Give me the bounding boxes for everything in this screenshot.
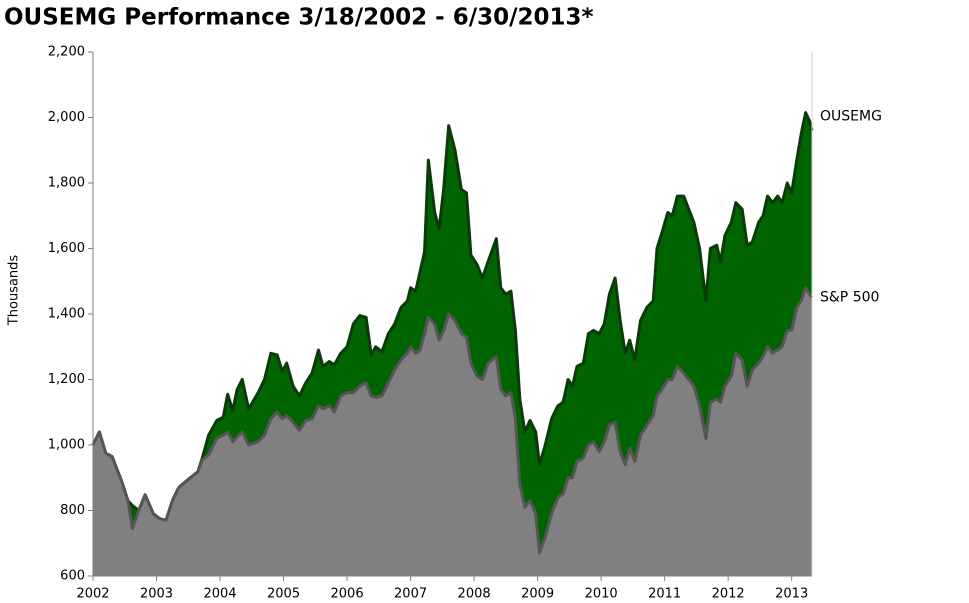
y-tick-label: 2,000 (48, 110, 85, 125)
y-tick-label: 1,200 (48, 372, 85, 387)
y-tick-label: 1,600 (48, 241, 85, 256)
x-tick-label: 2002 (76, 587, 109, 602)
x-tick-label: 2008 (458, 587, 491, 602)
y-tick-label: 1,000 (48, 438, 85, 453)
x-tick-label: 2010 (585, 587, 618, 602)
y-tick-label: 2,200 (48, 45, 85, 60)
y-axis-label: Thousands (7, 255, 22, 327)
x-tick-label: 2011 (648, 587, 681, 602)
area-outline (91, 111, 814, 522)
x-tick-label: 2009 (521, 587, 554, 602)
x-tick-label: 2005 (267, 587, 300, 602)
area-outline (91, 286, 814, 555)
series-label: S&P 500 (820, 290, 879, 306)
y-tick-label: 600 (60, 569, 85, 584)
x-tick-label: 2003 (140, 587, 173, 602)
x-tick-label: 2007 (394, 587, 427, 602)
y-tick-label: 1,800 (48, 176, 85, 191)
x-tick-label: 2013 (775, 587, 808, 602)
x-tick-label: 2012 (712, 587, 745, 602)
x-tick-label: 2004 (203, 587, 236, 602)
series-label: OUSEMG (820, 109, 882, 125)
x-tick-label: 2006 (331, 587, 364, 602)
area (93, 287, 812, 576)
chart-title: OUSEMG Performance 3/18/2002 - 6/30/2013… (4, 5, 594, 31)
y-tick-label: 800 (60, 503, 85, 518)
y-tick-label: 1,400 (48, 307, 85, 322)
